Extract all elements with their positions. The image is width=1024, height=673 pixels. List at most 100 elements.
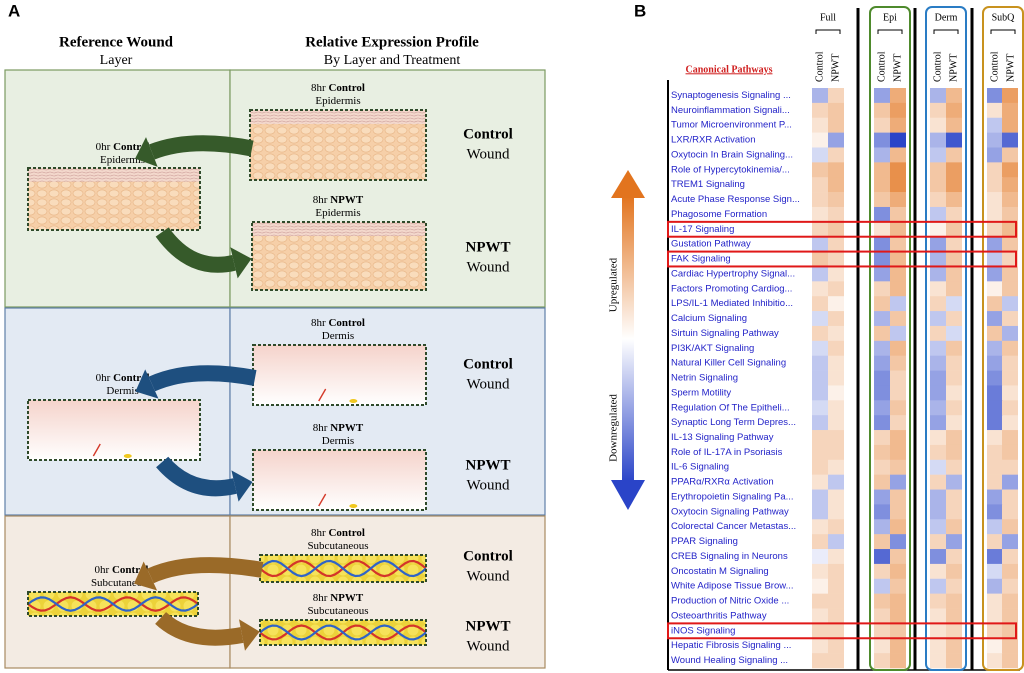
heatmap-cell — [828, 489, 844, 505]
heatmap-cell — [930, 430, 946, 446]
heatmap-cell — [828, 653, 844, 669]
heatmap-cell — [890, 162, 906, 178]
profile-layer-part: Dermis — [322, 330, 354, 342]
heatmap-cell — [946, 102, 962, 119]
heatmap-cell — [874, 162, 890, 178]
heatmap-cell — [828, 251, 844, 267]
row-label: Factors Promoting Cardiog... — [671, 283, 792, 294]
hair — [318, 493, 327, 507]
reference-layer-part: Dermis — [106, 385, 138, 397]
arrow-head — [135, 369, 159, 399]
dermis-fill — [253, 450, 426, 510]
heatmap-cell — [874, 504, 890, 520]
tissue-border — [251, 221, 427, 291]
heatmap-cell — [987, 88, 1003, 104]
heatmap-cell — [946, 192, 962, 208]
profile-layer-part: Subcutaneous — [307, 540, 368, 552]
heatmap-cell — [890, 266, 906, 282]
heatmap-cell — [828, 102, 844, 119]
panel-letter: A — [8, 1, 20, 20]
heatmap-cell — [930, 325, 946, 342]
heatmap-cell — [874, 444, 890, 461]
heatmap-cell — [1002, 296, 1018, 312]
column-label: NPWT — [892, 54, 903, 82]
heatmap-cell — [874, 132, 890, 148]
heatmap-cell — [828, 296, 844, 312]
row-label: Wound Healing Signaling ... — [671, 655, 788, 666]
heatmap-cell — [890, 370, 906, 386]
flow-arrow — [155, 227, 236, 273]
flow-arrow — [155, 611, 244, 646]
heatmap-cell — [890, 578, 906, 594]
profile-label: 8hr NPWT — [313, 194, 364, 206]
profile-label-part: 8hr — [313, 592, 328, 604]
heatmap-cell — [946, 444, 962, 461]
profile-label: 8hr Control — [311, 82, 365, 94]
legend-high: Upregulated — [608, 257, 620, 312]
heatmap-cell — [930, 653, 946, 669]
heatmap-cell — [930, 132, 946, 148]
profile-label-part: 8hr — [311, 82, 326, 94]
profile-layer-part: Epidermis — [315, 207, 360, 219]
heatmap-cell — [1002, 385, 1018, 401]
heatmap-cell — [828, 281, 844, 297]
profile-label-part: 8hr — [313, 194, 328, 206]
heatmap-cell — [874, 192, 890, 208]
heatmap-cell — [812, 296, 828, 312]
heatmap-cell — [987, 623, 1003, 639]
heatmap-cell — [946, 177, 962, 193]
heatmap-cell — [930, 578, 946, 594]
row-label: Oxytocin Signaling Pathway — [671, 506, 789, 517]
heatmap-cell — [946, 236, 962, 252]
heatmap-cell — [930, 489, 946, 505]
profile-label-part: 8hr — [313, 422, 328, 434]
heatmap-cell — [874, 236, 890, 252]
row-label: Tumor Microenvironment P... — [671, 120, 792, 131]
heatmap-cell — [987, 355, 1003, 371]
heatmap-cell — [1002, 132, 1018, 148]
heatmap-cell — [946, 311, 962, 327]
wound-group: NPWT — [466, 239, 511, 255]
heatmap-cell — [874, 102, 890, 119]
row-header: Canonical Pathways — [686, 64, 773, 75]
heatmap-cell — [812, 251, 828, 267]
heatmap-cell — [890, 593, 906, 609]
heatmap-cell — [946, 385, 962, 401]
vessel — [27, 596, 199, 612]
highlight-box — [667, 220, 1017, 238]
heatmap-cell — [930, 385, 946, 401]
heatmap-cell — [828, 311, 844, 327]
heatmap-cell — [1002, 474, 1018, 490]
row-label: Colorectal Cancer Metastas... — [671, 521, 796, 532]
heatmap-cell — [828, 266, 844, 282]
reference-layer-part: Epidermis — [100, 154, 145, 166]
heatmap-cell — [946, 653, 962, 669]
column-label: Control — [814, 51, 825, 82]
profile-label: 8hr NPWT — [313, 592, 364, 604]
highlight-box — [667, 250, 1017, 268]
vessel — [259, 559, 427, 578]
row-label: Role of Hypercytokinemia/... — [671, 164, 790, 175]
heatmap-cell — [946, 415, 962, 431]
heatmap-cell — [890, 132, 906, 148]
heatmap-cell — [946, 296, 962, 312]
row-label: PI3K/AKT Signaling — [671, 343, 754, 354]
heatmap-cell — [946, 340, 962, 356]
tissue-illustration — [259, 619, 427, 646]
heatmap-cell — [987, 549, 1003, 565]
heatmap-cell — [987, 221, 1003, 238]
heatmap-cell — [987, 578, 1003, 594]
heatmap-cell — [812, 192, 828, 208]
heatmap-cell — [946, 400, 962, 416]
arrow-head — [239, 619, 260, 651]
heatmap-cell — [1002, 623, 1018, 639]
heatmap-cell — [874, 355, 890, 371]
heatmap-cell — [874, 474, 890, 490]
heatmap-cell — [828, 355, 844, 371]
heatmap-cell — [946, 221, 962, 238]
heatmap-cell — [987, 593, 1003, 609]
tissue-illustration — [27, 399, 201, 461]
group-box — [925, 6, 967, 671]
